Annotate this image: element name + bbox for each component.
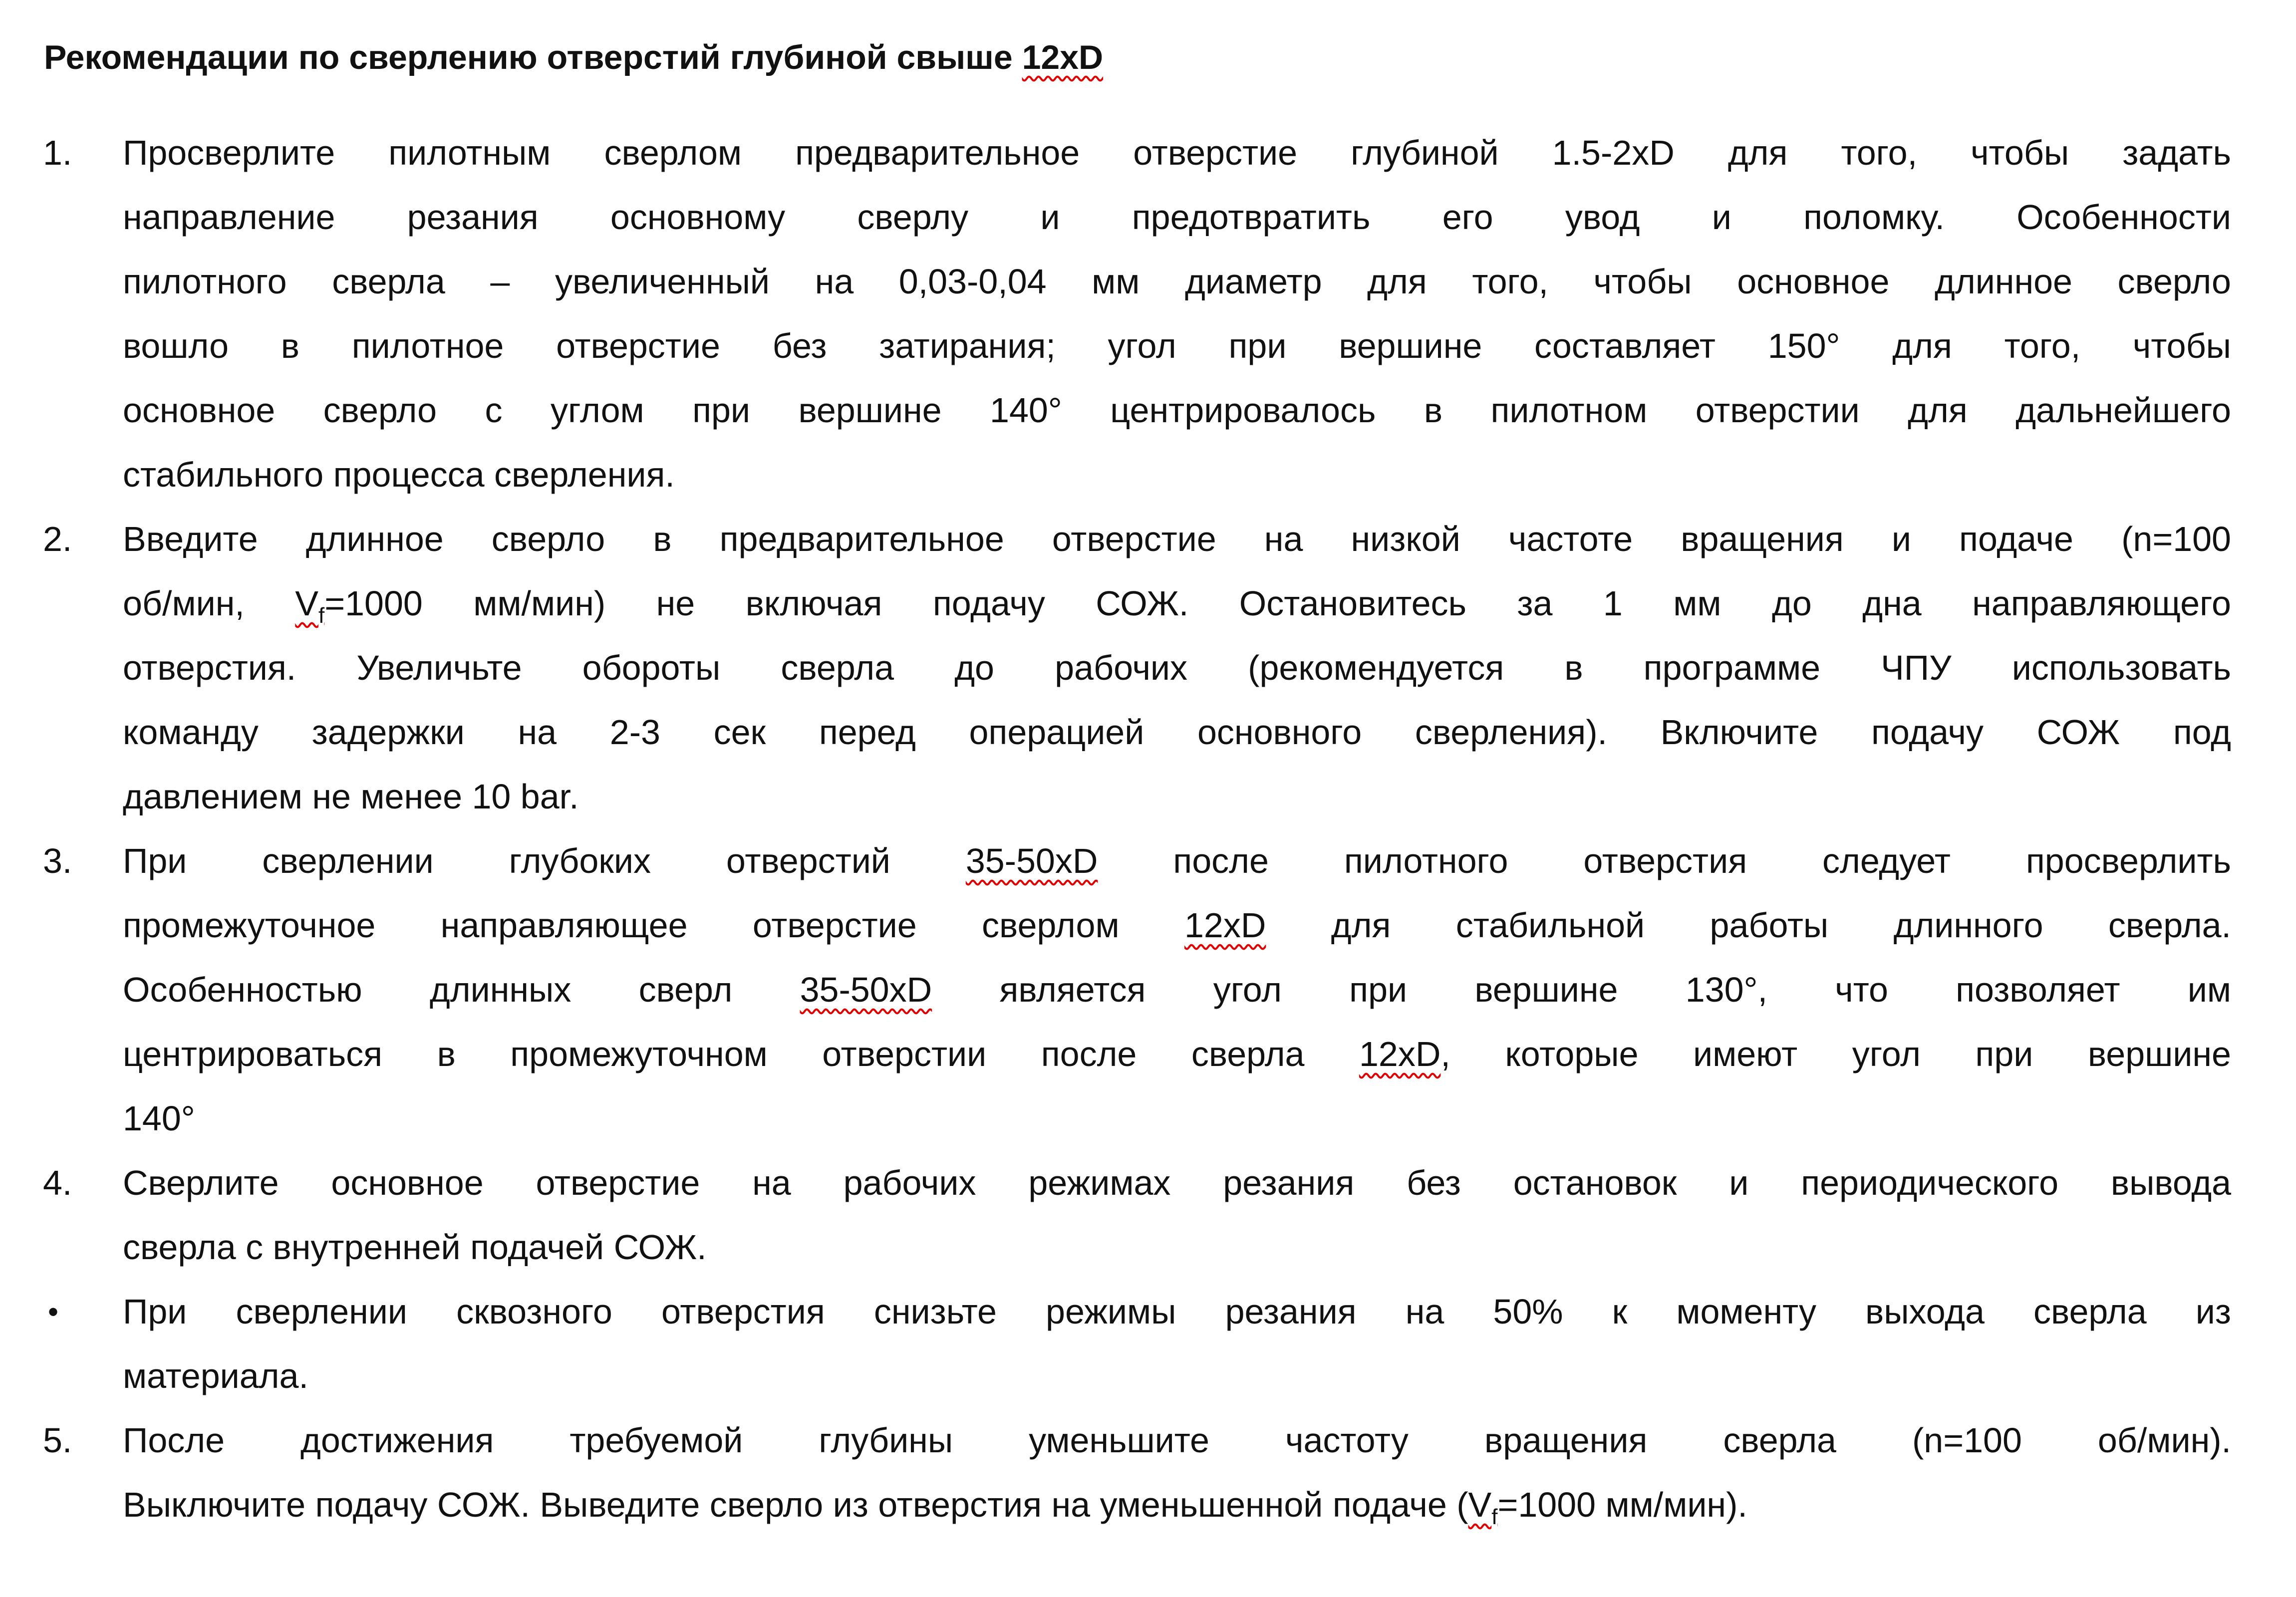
text-line: вошло в пилотное отверстие без затирания… <box>123 326 2231 365</box>
text-line: Особенностью длинных сверл 35-50xD являе… <box>123 970 2231 1009</box>
text-line: основное сверло с углом при вершине 140°… <box>123 391 2231 430</box>
text-line: центрироваться в промежуточном отверстии… <box>123 1035 2231 1073</box>
text-line: Выключите подачу СОЖ. Выведите сверло из… <box>123 1485 1747 1529</box>
list-item: • При сверлении сквозного отверстия снизь… <box>0 1280 2296 1408</box>
list-item: 5. После достижения требуемой глубины уме… <box>0 1408 2296 1537</box>
list-item: 3. При сверлении глубоких отверстий 35-50… <box>0 829 2296 1151</box>
spellcheck-marked-word: Vf <box>1468 1485 1498 1529</box>
text-line: стабильного процесса сверления. <box>123 455 675 494</box>
subscript: f <box>318 603 325 628</box>
text-line: После достижения требуемой глубины умень… <box>123 1421 2231 1460</box>
list-item: 1. Просверлите пилотным сверлом предварит… <box>0 121 2296 507</box>
list-number: 1. <box>43 133 72 172</box>
list-number: 3. <box>43 841 72 880</box>
list-item: 4. Сверлите основное отверстие на рабочих… <box>0 1151 2296 1280</box>
list-item: 2. Введите длинное сверло в предварительн… <box>0 507 2296 829</box>
spellcheck-marked-word: 12xD <box>1359 1035 1441 1073</box>
text-line: отверстия. Увеличьте обороты сверла до р… <box>123 648 2231 687</box>
text-line: Сверлите основное отверстие на рабочих р… <box>123 1163 2231 1202</box>
text-line: При сверлении глубоких отверстий 35-50xD… <box>123 841 2231 880</box>
text-line: материала. <box>123 1356 308 1395</box>
spellcheck-marked-word: Vf <box>295 584 325 628</box>
text-line: Введите длинное сверло в предварительное… <box>123 520 2231 558</box>
spellcheck-marked-word: 12xD <box>1184 906 1266 945</box>
text-line: При сверлении сквозного отверстия снизьт… <box>123 1292 2231 1331</box>
document-title: Рекомендации по сверлению отверстий глуб… <box>44 35 1103 80</box>
subscript: f <box>1491 1505 1498 1529</box>
text-line: сверла с внутренней подачей СОЖ. <box>123 1228 707 1267</box>
spellcheck-marked-word: 35-50xD <box>965 841 1098 880</box>
list-number: 4. <box>43 1163 72 1202</box>
text-line: промежуточное направляющее отверстие све… <box>123 906 2231 945</box>
text-line: давлением не менее 10 bar. <box>123 777 579 816</box>
text-line: 140° <box>123 1099 195 1138</box>
text-line: об/мин, Vf=1000 мм/мин) не включая подач… <box>123 584 2231 628</box>
spellcheck-marked-word: 35-50xD <box>800 970 932 1009</box>
text-line: пилотного сверла – увеличенный на 0,03-0… <box>123 262 2231 301</box>
list-number: 2. <box>43 520 72 558</box>
title-spell-marked: 12xD <box>1022 38 1104 76</box>
title-text: Рекомендации по сверлению отверстий глуб… <box>44 38 1022 76</box>
bullet-marker: • <box>48 1295 59 1329</box>
list-number: 5. <box>43 1421 72 1460</box>
text-line: Просверлите пилотным сверлом предварител… <box>123 133 2231 172</box>
text-line: команду задержки на 2-3 сек перед операц… <box>123 713 2231 752</box>
text-line: направление резания основному сверлу и п… <box>123 198 2231 237</box>
recommendation-list: 1. Просверлите пилотным сверлом предварит… <box>0 121 2296 1537</box>
